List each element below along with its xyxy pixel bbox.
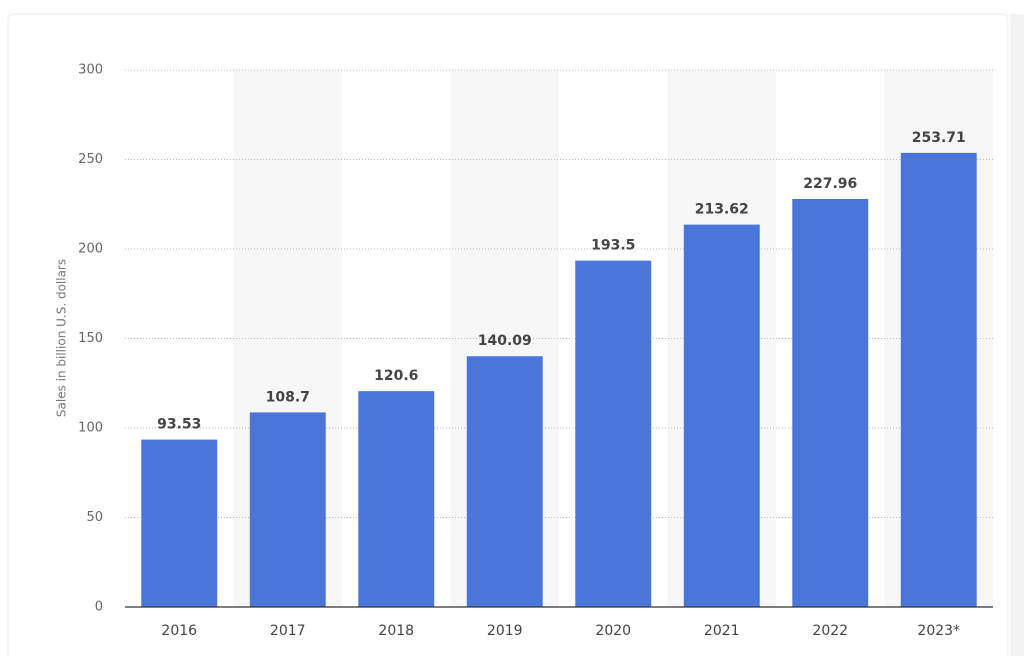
y-tick-label: 100 — [78, 421, 103, 436]
x-tick-label: 2020 — [595, 623, 631, 639]
y-tick-label: 150 — [78, 331, 103, 346]
y-tick-label: 50 — [86, 510, 103, 525]
data-label: 213.62 — [695, 202, 749, 218]
y-tick-label: 250 — [78, 152, 103, 167]
data-label: 193.5 — [591, 238, 635, 254]
bar — [575, 260, 652, 607]
side-strip — [1010, 14, 1024, 656]
x-tick-label: 2022 — [812, 623, 848, 639]
x-tick-label: 2019 — [487, 623, 523, 639]
bar — [358, 391, 435, 607]
bar — [900, 152, 977, 607]
x-tick-label: 2023* — [917, 623, 960, 639]
bar — [249, 412, 326, 607]
y-tick-label: 300 — [78, 63, 103, 78]
data-label: 120.6 — [374, 368, 418, 384]
data-label: 108.7 — [266, 389, 310, 405]
x-tick-label: 2016 — [161, 623, 197, 639]
bar — [466, 356, 543, 607]
y-tick-label: 0 — [95, 600, 103, 615]
data-label: 140.09 — [478, 333, 532, 349]
x-tick-label: 2018 — [378, 623, 414, 639]
bar — [683, 224, 760, 608]
bar — [792, 198, 869, 607]
x-tick-label: 2021 — [704, 623, 740, 639]
x-tick-label: 2017 — [270, 623, 306, 639]
data-label: 253.71 — [912, 130, 966, 146]
y-axis-title: Sales in billion U.S. dollars — [55, 259, 69, 417]
y-tick-label: 200 — [78, 242, 103, 257]
data-label: 227.96 — [803, 176, 857, 192]
bar — [141, 439, 218, 607]
data-label: 93.53 — [157, 417, 201, 433]
